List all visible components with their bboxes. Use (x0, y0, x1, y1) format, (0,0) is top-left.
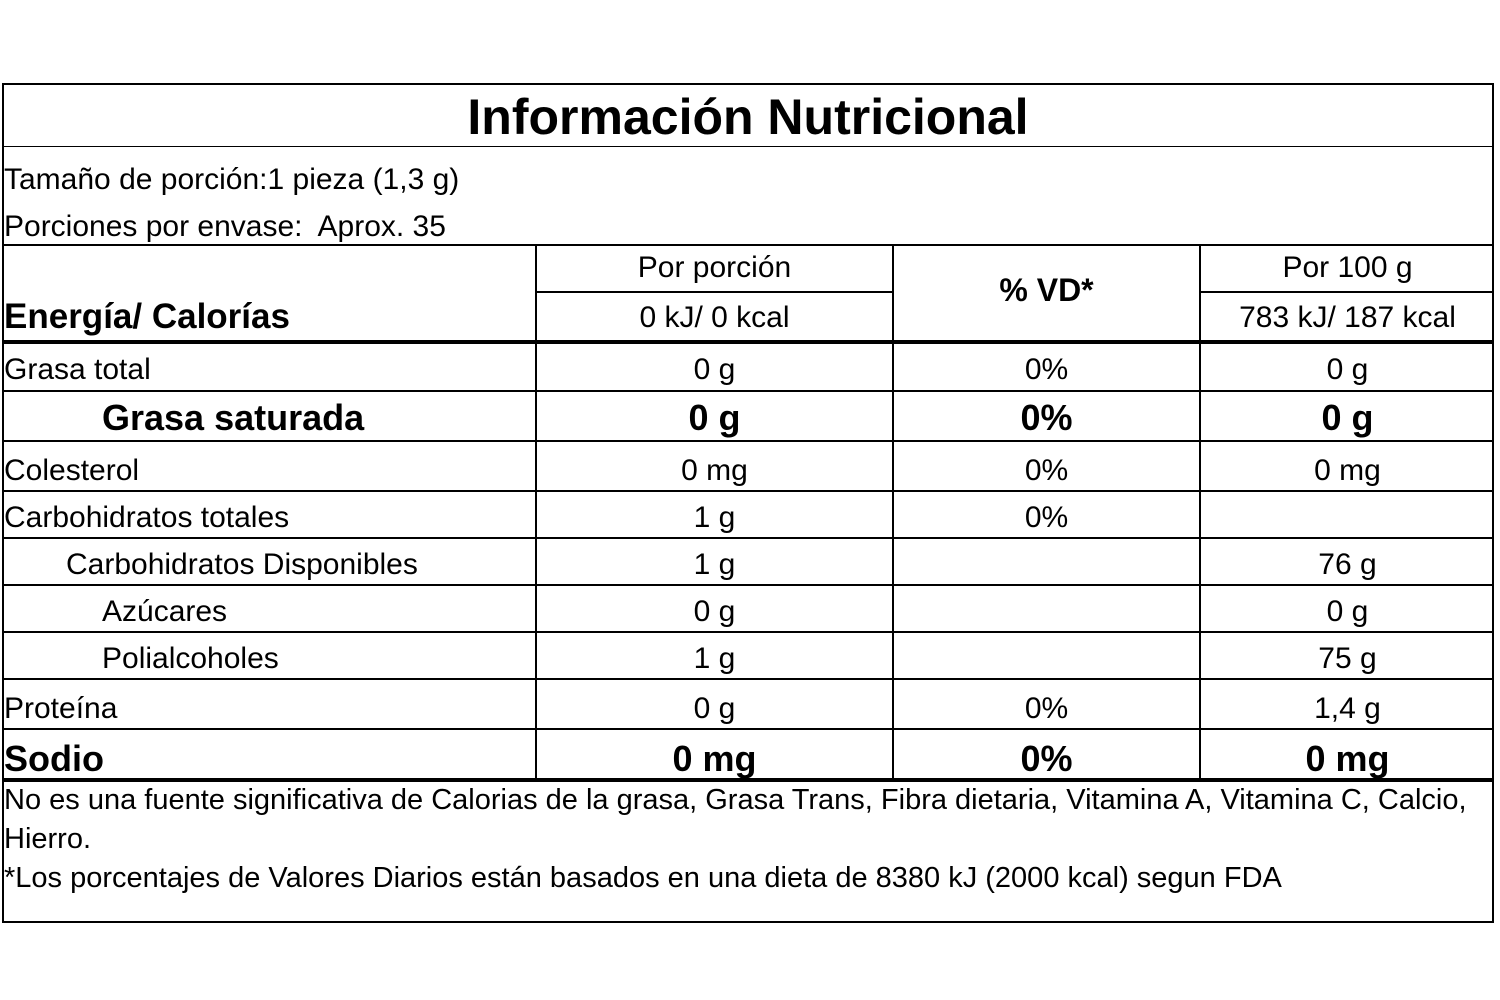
divider (4, 440, 1492, 442)
divider-thick (4, 340, 1492, 344)
nutrient-dv: 0% (1020, 738, 1073, 779)
nutrient-per-serving: 0 g (693, 595, 736, 628)
nutrient-per-100g: 0 mg (1305, 738, 1390, 779)
nutrition-label: Información Nutricional Tamaño de porció… (2, 83, 1494, 923)
divider-thick (4, 778, 1492, 782)
divider (4, 584, 1492, 586)
divider (4, 678, 1492, 680)
nutrient-dv: 0% (1024, 353, 1069, 386)
nutrient-per-100g: 0 g (1321, 397, 1374, 438)
header-per-100g: Por 100 g (1282, 251, 1413, 284)
label-title: Información Nutricional (4, 85, 1492, 147)
nutrient-per-serving: 0 g (693, 692, 736, 725)
nutrient-per-100g: 1,4 g (1314, 692, 1381, 725)
energy-per-100g: 783 kJ/ 187 kcal (1239, 301, 1456, 334)
nutrient-per-serving: 1 g (693, 642, 736, 675)
nutrient-dv: 0% (1024, 692, 1069, 725)
nutrient-per-100g: 76 g (1318, 548, 1377, 581)
divider (4, 631, 1492, 633)
divider (4, 244, 1492, 246)
column-divider (892, 244, 894, 780)
header-dv: % VD* (999, 272, 1094, 308)
nutrient-per-serving: 0 mg (681, 454, 748, 487)
divider (4, 728, 1492, 730)
nutrient-per-serving: 0 mg (672, 738, 757, 779)
divider (1199, 291, 1494, 293)
nutrient-name: Grasa saturada (102, 397, 365, 438)
nutrient-per-100g: 75 g (1318, 642, 1377, 675)
footnote-daily-values: *Los porcentajes de Valores Diarios está… (4, 862, 1282, 894)
nutrient-per-100g: 0 g (1326, 353, 1369, 386)
divider (4, 490, 1492, 492)
divider (535, 291, 893, 293)
energy-label: Energía/ Calorías (4, 297, 290, 336)
servings-per-container: Porciones por envase: Aprox. 35 (4, 210, 446, 243)
nutrient-per-serving: 1 g (693, 501, 736, 534)
nutrient-name: Grasa total (4, 353, 151, 386)
nutrient-per-serving: 1 g (693, 548, 736, 581)
nutrient-name: Azúcares (102, 595, 228, 628)
nutrient-per-serving: 0 g (688, 397, 741, 438)
nutrient-per-serving: 0 g (693, 353, 736, 386)
divider (4, 390, 1492, 392)
nutrient-dv: 0% (1024, 454, 1069, 487)
nutrient-per-100g: 0 g (1326, 595, 1369, 628)
nutrient-name: Sodio (4, 738, 104, 779)
energy-per-serving: 0 kJ/ 0 kcal (639, 301, 790, 334)
divider (4, 537, 1492, 539)
nutrient-dv: 0% (1024, 501, 1069, 534)
column-divider (535, 244, 537, 780)
header-per-serving: Por porción (637, 251, 792, 284)
column-divider (1199, 244, 1201, 780)
footnote-not-significant: No es una fuente significativa de Calori… (4, 784, 1467, 855)
nutrient-name: Proteína (4, 692, 118, 725)
serving-size: Tamaño de porción:1 pieza (1,3 g) (4, 163, 460, 196)
nutrient-name: Carbohidratos Disponibles (66, 548, 418, 581)
nutrient-name: Colesterol (4, 454, 140, 487)
nutrient-per-100g: 0 mg (1314, 454, 1381, 487)
nutrient-name: Carbohidratos totales (4, 501, 290, 534)
nutrient-name: Polialcoholes (102, 642, 279, 675)
nutrient-dv: 0% (1020, 397, 1073, 438)
footnotes: No es una fuente significativa de Calori… (4, 781, 1492, 898)
